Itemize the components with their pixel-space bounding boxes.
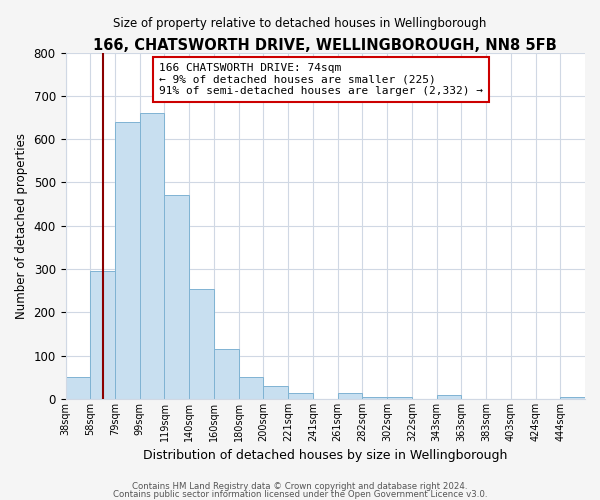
Bar: [263, 386, 288, 399]
Bar: [214, 349, 239, 399]
X-axis label: Distribution of detached houses by size in Wellingborough: Distribution of detached houses by size …: [143, 450, 508, 462]
Bar: [560, 397, 585, 399]
Text: 166 CHATSWORTH DRIVE: 74sqm
← 9% of detached houses are smaller (225)
91% of sem: 166 CHATSWORTH DRIVE: 74sqm ← 9% of deta…: [159, 63, 483, 96]
Bar: [338, 392, 362, 399]
Bar: [387, 397, 412, 399]
Bar: [90, 271, 115, 399]
Bar: [437, 394, 461, 399]
Bar: [65, 378, 90, 399]
Bar: [164, 196, 189, 399]
Bar: [189, 288, 214, 399]
Bar: [362, 397, 387, 399]
Bar: [115, 122, 140, 399]
Text: Size of property relative to detached houses in Wellingborough: Size of property relative to detached ho…: [113, 18, 487, 30]
Bar: [140, 113, 164, 399]
Y-axis label: Number of detached properties: Number of detached properties: [15, 133, 28, 319]
Bar: [288, 392, 313, 399]
Text: Contains public sector information licensed under the Open Government Licence v3: Contains public sector information licen…: [113, 490, 487, 499]
Bar: [239, 378, 263, 399]
Title: 166, CHATSWORTH DRIVE, WELLINGBOROUGH, NN8 5FB: 166, CHATSWORTH DRIVE, WELLINGBOROUGH, N…: [94, 38, 557, 52]
Text: Contains HM Land Registry data © Crown copyright and database right 2024.: Contains HM Land Registry data © Crown c…: [132, 482, 468, 491]
